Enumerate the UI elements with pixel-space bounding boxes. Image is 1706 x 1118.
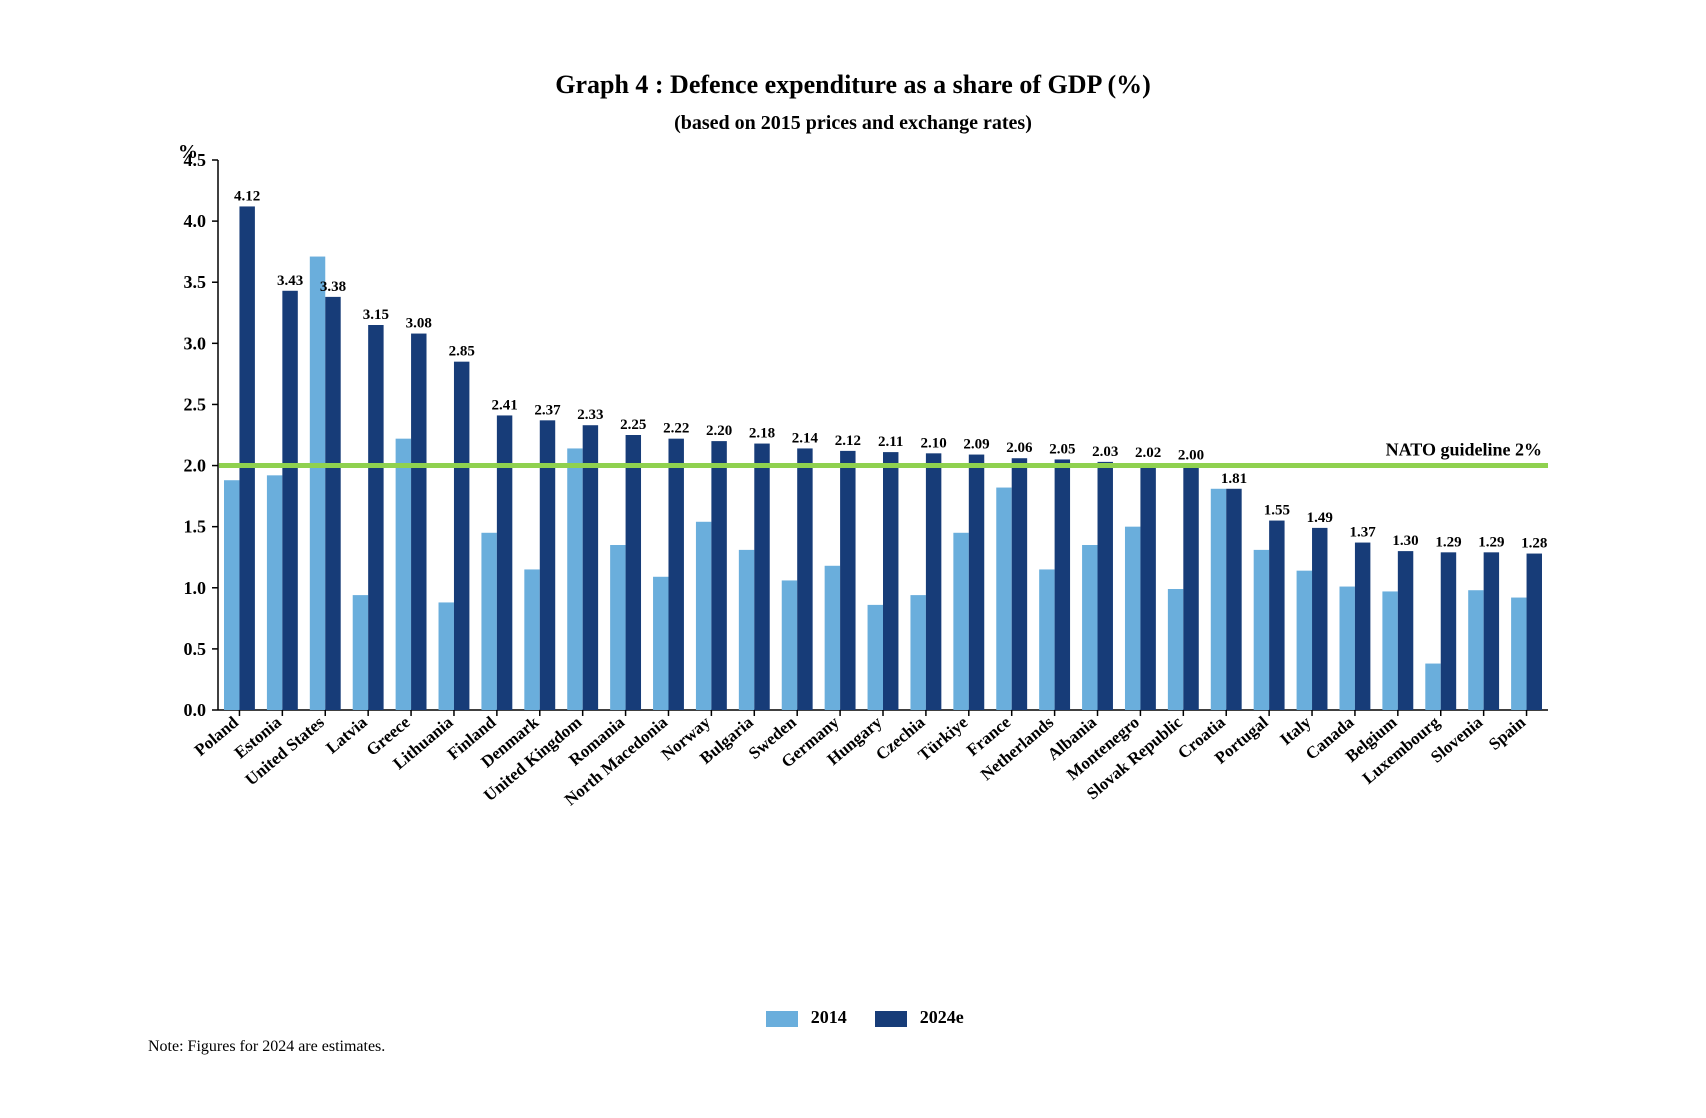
svg-text:2.00: 2.00: [1178, 448, 1204, 464]
svg-text:0.5: 0.5: [184, 639, 207, 659]
svg-text:3.15: 3.15: [363, 307, 389, 323]
svg-text:Spain: Spain: [1485, 712, 1529, 754]
svg-text:4.0: 4.0: [184, 211, 207, 231]
svg-text:1.29: 1.29: [1435, 534, 1461, 550]
svg-text:2.37: 2.37: [534, 402, 561, 418]
svg-text:2.02: 2.02: [1135, 445, 1161, 461]
svg-text:2.14: 2.14: [792, 430, 819, 446]
chart-container: Graph 4 : Defence expenditure as a share…: [0, 0, 1706, 1118]
svg-text:%: %: [178, 141, 198, 163]
svg-text:1.5: 1.5: [184, 517, 207, 537]
svg-text:1.81: 1.81: [1221, 471, 1247, 487]
svg-text:2.11: 2.11: [878, 434, 903, 450]
legend-swatch-2024e: [875, 1011, 907, 1027]
legend-swatch-2014: [766, 1011, 798, 1027]
chart-note: Note: Figures for 2024 are estimates.: [148, 1038, 385, 1056]
svg-text:0.0: 0.0: [184, 700, 207, 720]
svg-text:2.09: 2.09: [963, 437, 989, 453]
chart-legend: 2014 2024e: [0, 1007, 1706, 1028]
svg-text:3.0: 3.0: [184, 333, 207, 353]
svg-text:2.10: 2.10: [921, 435, 947, 451]
svg-text:1.30: 1.30: [1392, 533, 1418, 549]
chart-svg: 0.00.51.01.52.02.53.03.54.04.5%NATO guid…: [148, 140, 1558, 900]
svg-text:1.0: 1.0: [184, 578, 207, 598]
svg-text:2.22: 2.22: [663, 421, 689, 437]
svg-text:2.03: 2.03: [1092, 444, 1118, 460]
chart-subtitle: (based on 2015 prices and exchange rates…: [0, 112, 1706, 135]
svg-text:3.5: 3.5: [184, 272, 207, 292]
svg-text:2.06: 2.06: [1006, 440, 1033, 456]
legend-label-2014: 2014: [811, 1007, 847, 1027]
svg-text:2.5: 2.5: [184, 394, 207, 414]
svg-text:2.25: 2.25: [620, 417, 646, 433]
svg-text:2.20: 2.20: [706, 423, 732, 439]
legend-label-2024e: 2024e: [920, 1007, 964, 1027]
svg-text:3.43: 3.43: [277, 273, 303, 289]
svg-text:NATO guideline 2%: NATO guideline 2%: [1386, 440, 1542, 460]
svg-text:2.05: 2.05: [1049, 441, 1075, 457]
svg-text:1.37: 1.37: [1350, 525, 1377, 541]
chart-title: Graph 4 : Defence expenditure as a share…: [0, 70, 1706, 100]
svg-text:1.49: 1.49: [1307, 510, 1333, 526]
svg-text:Latvia: Latvia: [322, 712, 371, 757]
svg-text:4.12: 4.12: [234, 188, 260, 204]
svg-text:2.18: 2.18: [749, 426, 775, 442]
svg-text:2.41: 2.41: [491, 397, 517, 413]
svg-text:2.0: 2.0: [184, 456, 207, 476]
svg-text:2.85: 2.85: [449, 344, 475, 360]
svg-text:3.08: 3.08: [406, 316, 432, 332]
svg-text:2.12: 2.12: [835, 433, 861, 449]
svg-text:Türkiye: Türkiye: [914, 712, 971, 764]
svg-text:1.55: 1.55: [1264, 503, 1290, 519]
svg-text:2.33: 2.33: [577, 407, 603, 423]
svg-text:1.29: 1.29: [1478, 534, 1504, 550]
svg-text:3.38: 3.38: [320, 279, 346, 295]
svg-text:1.28: 1.28: [1521, 536, 1547, 552]
